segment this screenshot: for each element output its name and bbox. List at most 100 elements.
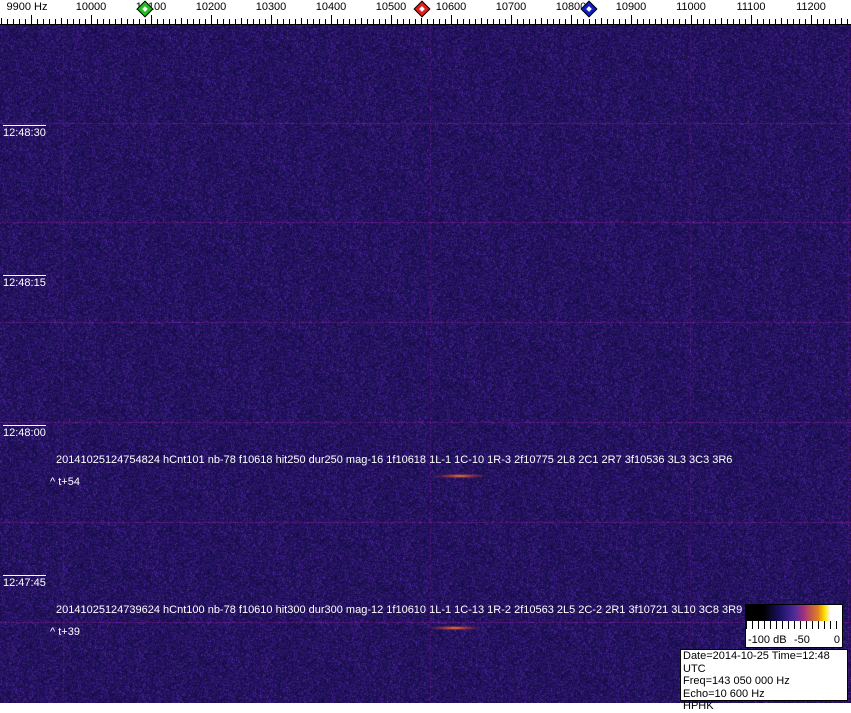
- info-box: Date=2014-10-25 Time=12:48 UTC Freq=143 …: [680, 649, 848, 712]
- frequency-tick: [649, 19, 650, 24]
- frequency-label: 9900 Hz: [6, 1, 48, 13]
- waterfall-spectrogram[interactable]: [0, 25, 851, 703]
- frequency-label: 11000: [676, 1, 706, 13]
- frequency-tick: [211, 15, 212, 24]
- frequency-tick: [589, 19, 590, 24]
- frequency-tick: [601, 18, 602, 24]
- frequency-tick: [277, 19, 278, 24]
- frequency-tick: [325, 19, 326, 24]
- frequency-tick: [667, 19, 668, 24]
- frequency-tick: [355, 19, 356, 24]
- frequency-label: 10300: [255, 1, 287, 13]
- frequency-tick: [139, 19, 140, 24]
- frequency-label: 10500: [375, 1, 407, 13]
- frequency-tick: [85, 19, 86, 24]
- frequency-tick: [373, 19, 374, 24]
- frequency-tick: [625, 19, 626, 24]
- frequency-label: 10200: [195, 1, 227, 13]
- frequency-tick: [367, 19, 368, 24]
- frequency-tick: [121, 18, 122, 24]
- frequency-tick: [409, 19, 410, 24]
- frequency-tick: [607, 19, 608, 24]
- frequency-tick: [1, 18, 2, 24]
- colorbar-label: -50: [794, 634, 810, 646]
- frequency-tick: [673, 19, 674, 24]
- frequency-label: 10900: [615, 1, 647, 13]
- colorbar-label: 0: [833, 634, 840, 646]
- frequency-tick: [337, 19, 338, 24]
- frequency-tick: [397, 19, 398, 24]
- frequency-tick: [115, 19, 116, 24]
- frequency-tick: [271, 15, 272, 24]
- frequency-tick: [25, 19, 26, 24]
- frequency-tick: [265, 19, 266, 24]
- frequency-tick: [739, 19, 740, 24]
- frequency-tick: [73, 19, 74, 24]
- frequency-tick: [637, 19, 638, 24]
- frequency-tick: [229, 19, 230, 24]
- frequency-tick: [583, 19, 584, 24]
- frequency-tick: [349, 19, 350, 24]
- frequency-tick: [169, 19, 170, 24]
- frequency-tick: [745, 19, 746, 24]
- frequency-tick: [817, 19, 818, 24]
- frequency-tick: [145, 19, 146, 24]
- frequency-tick: [361, 18, 362, 24]
- frequency-tick: [421, 18, 422, 24]
- frequency-tick: [433, 19, 434, 24]
- frequency-tick: [787, 19, 788, 24]
- frequency-tick: [481, 18, 482, 24]
- red-marker-icon[interactable]: [413, 0, 431, 18]
- frequency-label: 11100: [736, 1, 766, 13]
- frequency-tick: [37, 19, 38, 24]
- time-label: 12:48:00: [3, 425, 46, 439]
- frequency-tick: [217, 19, 218, 24]
- frequency-tick: [775, 19, 776, 24]
- frequency-tick: [529, 19, 530, 24]
- frequency-tick: [757, 19, 758, 24]
- frequency-tick: [79, 19, 80, 24]
- frequency-tick: [565, 19, 566, 24]
- frequency-tick: [301, 18, 302, 24]
- frequency-tick: [19, 19, 20, 24]
- frequency-tick: [415, 19, 416, 24]
- frequency-tick: [193, 19, 194, 24]
- frequency-tick: [247, 19, 248, 24]
- colorbar: -100 dB -50 0: [745, 604, 843, 648]
- detection-line: 20141025124754824 hCnt101 nb-78 f10618 h…: [56, 454, 733, 466]
- frequency-tick: [721, 18, 722, 24]
- frequency-tick: [103, 19, 104, 24]
- frequency-tick: [727, 19, 728, 24]
- info-date-time: Date=2014-10-25 Time=12:48 UTC: [683, 650, 830, 675]
- info-station: HPHK: [683, 700, 714, 712]
- frequency-tick: [823, 19, 824, 24]
- frequency-tick: [781, 18, 782, 24]
- frequency-tick: [91, 15, 92, 24]
- frequency-label: 10600: [435, 1, 467, 13]
- frequency-tick: [61, 18, 62, 24]
- info-echo: Echo=10 600 Hz: [683, 687, 765, 700]
- frequency-tick: [703, 19, 704, 24]
- time-label: 12:48:15: [3, 275, 46, 289]
- frequency-tick: [655, 19, 656, 24]
- frequency-tick: [631, 15, 632, 24]
- frequency-tick: [379, 19, 380, 24]
- frequency-tick: [457, 19, 458, 24]
- frequency-tick: [385, 19, 386, 24]
- frequency-tick: [427, 19, 428, 24]
- frequency-tick: [595, 19, 596, 24]
- frequency-tick: [799, 19, 800, 24]
- frequency-label: 10400: [315, 1, 347, 13]
- frequency-tick: [535, 19, 536, 24]
- frequency-tick: [715, 19, 716, 24]
- frequency-label: 10800: [555, 1, 587, 13]
- frequency-tick: [475, 19, 476, 24]
- frequency-axis[interactable]: 9900 Hz100001010010200103001040010500106…: [0, 0, 851, 25]
- frequency-tick: [763, 19, 764, 24]
- frequency-tick: [505, 19, 506, 24]
- frequency-tick: [319, 19, 320, 24]
- frequency-tick: [31, 15, 32, 24]
- frequency-tick: [49, 19, 50, 24]
- frequency-tick: [289, 19, 290, 24]
- frequency-tick: [313, 19, 314, 24]
